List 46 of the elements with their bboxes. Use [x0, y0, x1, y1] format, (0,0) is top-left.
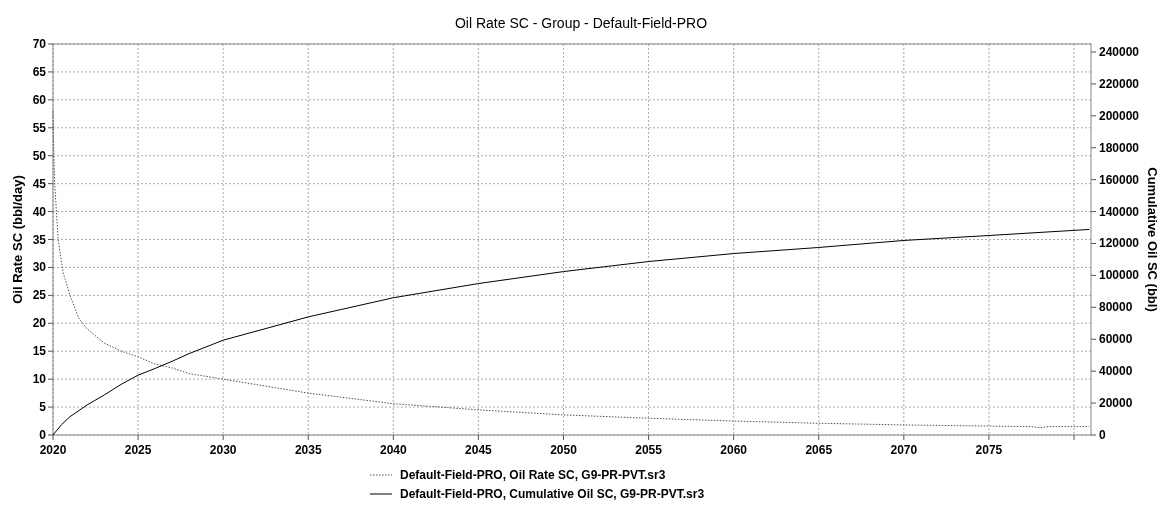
x-tick-label: 2075 [975, 443, 1003, 457]
x-tick-label: 2065 [805, 443, 833, 457]
chart-title: Oil Rate SC - Group - Default-Field-PRO [454, 15, 708, 31]
y2-tick-label: 80000 [1099, 300, 1133, 315]
legend-label: Default-Field-PRO, Oil Rate SC, G9-PR-PVT.sr3 [400, 468, 666, 482]
y-tick-label: 15 [32, 344, 47, 359]
y2-tick-label: 220000 [1099, 76, 1140, 91]
y-tick-label: 55 [32, 120, 47, 135]
x-tick-label: 2025 [124, 443, 152, 457]
line-series [52, 110, 1090, 429]
y2-axis-title: Cumulative Oil SC (bbl) [1145, 167, 1160, 312]
y-tick-label: 0 [39, 428, 47, 442]
y-tick-label: 40 [32, 204, 47, 219]
y2-tick-label: 160000 [1099, 172, 1140, 187]
y-tick-label: 65 [32, 64, 47, 79]
y2-tick-label: 60000 [1099, 332, 1133, 347]
y2-tick-label: 20000 [1099, 396, 1133, 411]
y-tick-label: 50 [32, 148, 47, 163]
x-tick-label: 2020 [39, 443, 67, 457]
y2-tick-label: 0 [1099, 428, 1106, 442]
x-tick-label: 2030 [209, 443, 237, 457]
y2-tick-label: 180000 [1099, 140, 1140, 155]
y2-tick-label: 200000 [1099, 108, 1140, 123]
x-tick-label: 2070 [890, 443, 918, 457]
y-tick-label: 45 [32, 176, 47, 191]
y-tick-label: 30 [32, 260, 47, 275]
y-tick-label: 35 [32, 232, 47, 247]
x-tick-label: 2055 [635, 443, 663, 457]
y-tick-label: 10 [32, 372, 47, 387]
x-tick-label: 2035 [294, 443, 322, 457]
y-axis-title: Oil Rate SC (bbl/day) [10, 175, 25, 304]
y2-tick-label: 120000 [1099, 236, 1140, 251]
x-tick-label: 2060 [720, 443, 748, 457]
x-tick-label: 2045 [465, 443, 493, 457]
y-tick-label: 20 [32, 316, 47, 331]
x-tick-label: 2050 [550, 443, 578, 457]
y2-tick-label: 240000 [1099, 44, 1140, 59]
y-tick-label: 25 [32, 288, 47, 303]
y-tick-label: 70 [32, 37, 47, 51]
y-tick-label: 60 [32, 92, 47, 107]
x-tick-label: 2040 [379, 443, 407, 457]
y-tick-label: 5 [39, 400, 47, 415]
y2-tick-label: 140000 [1099, 204, 1140, 219]
legend-label: Default-Field-PRO, Cumulative Oil SC, G9-PR-PVT.sr3 [400, 487, 705, 501]
y2-tick-label: 40000 [1099, 364, 1133, 379]
y2-tick-label: 100000 [1099, 268, 1140, 283]
